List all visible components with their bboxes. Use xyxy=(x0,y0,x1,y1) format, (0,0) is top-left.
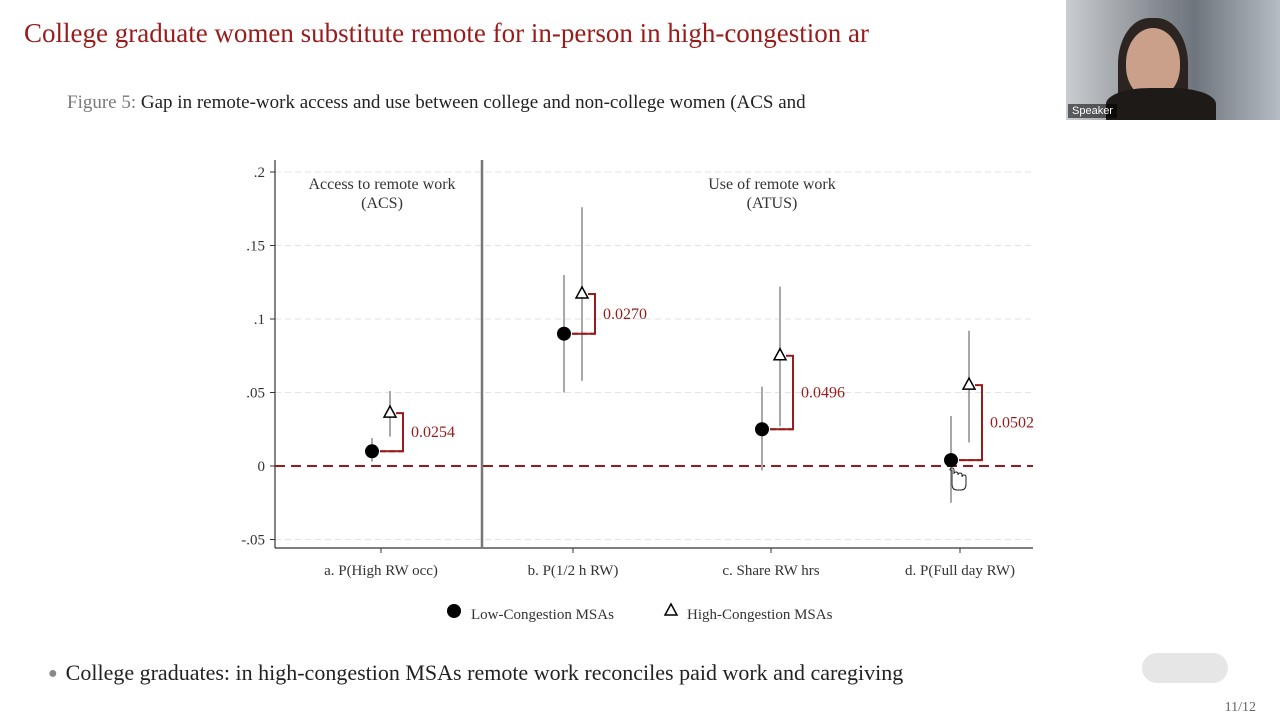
point-high-congestion xyxy=(382,404,398,418)
y-tick-label: .15 xyxy=(246,239,265,255)
y-tick-label: 0 xyxy=(258,459,266,475)
y-tick-label: -.05 xyxy=(241,533,265,549)
slide-title: College graduate women substitute remote… xyxy=(24,18,870,48)
figure-caption-text: Gap in remote-work access and use betwee… xyxy=(140,92,806,113)
y-tick-label: .05 xyxy=(246,386,265,402)
point-low-congestion xyxy=(944,453,958,468)
bullet-point: ● College graduates: in high-congestion M… xyxy=(48,660,903,686)
gap-bracket xyxy=(380,412,404,453)
panel-label-sub: (ACS) xyxy=(361,195,403,212)
legend-label-low-congestion: Low-Congestion MSAs xyxy=(471,607,614,623)
zoom-watermark-icon xyxy=(1142,653,1228,683)
gap-bracket xyxy=(959,384,983,462)
bullet-dot-icon: ● xyxy=(48,665,58,682)
point-high-congestion xyxy=(574,285,590,299)
speaker-webcam[interactable]: Speaker xyxy=(1066,0,1280,120)
bullet-text: College graduates: in high-congestion MS… xyxy=(65,660,904,685)
y-tick-label: .1 xyxy=(254,312,265,328)
page-number: 11/12 xyxy=(1224,700,1256,715)
x-tick-label: a. P(High RW occ) xyxy=(324,563,438,579)
y-tick-label: .2 xyxy=(254,165,265,181)
point-high-congestion xyxy=(772,347,788,361)
legend-marker-low-congestion xyxy=(447,604,461,618)
panel-label: Use of remote work xyxy=(708,176,836,193)
x-tick-label: c. Share RW hrs xyxy=(722,563,819,579)
point-high-congestion xyxy=(961,376,977,390)
legend-marker-high-congestion xyxy=(663,602,679,616)
panel-label: Access to remote work xyxy=(308,176,455,193)
gap-label: 0.0502 xyxy=(990,415,1034,432)
x-tick-label: d. P(Full day RW) xyxy=(905,563,1015,579)
gap-label: 0.0496 xyxy=(801,385,845,402)
figure-label: Figure 5: xyxy=(67,92,137,113)
point-low-congestion xyxy=(365,444,379,459)
speaker-face xyxy=(1126,28,1180,98)
hand-cursor-icon xyxy=(949,467,967,491)
x-tick-label: b. P(1/2 h RW) xyxy=(528,563,619,579)
speaker-label: Speaker xyxy=(1068,104,1117,118)
gap-label: 0.0270 xyxy=(603,306,647,323)
figure-caption: Figure 5: Gap in remote-work access and … xyxy=(67,92,806,114)
legend-label-high-congestion: High-Congestion MSAs xyxy=(687,607,833,623)
point-low-congestion xyxy=(557,326,571,341)
speaker-body xyxy=(1106,88,1216,120)
panel-label-sub: (ATUS) xyxy=(747,195,798,212)
gap-bracket xyxy=(572,293,596,335)
point-low-congestion xyxy=(755,422,769,437)
gap-label: 0.0254 xyxy=(411,424,455,441)
